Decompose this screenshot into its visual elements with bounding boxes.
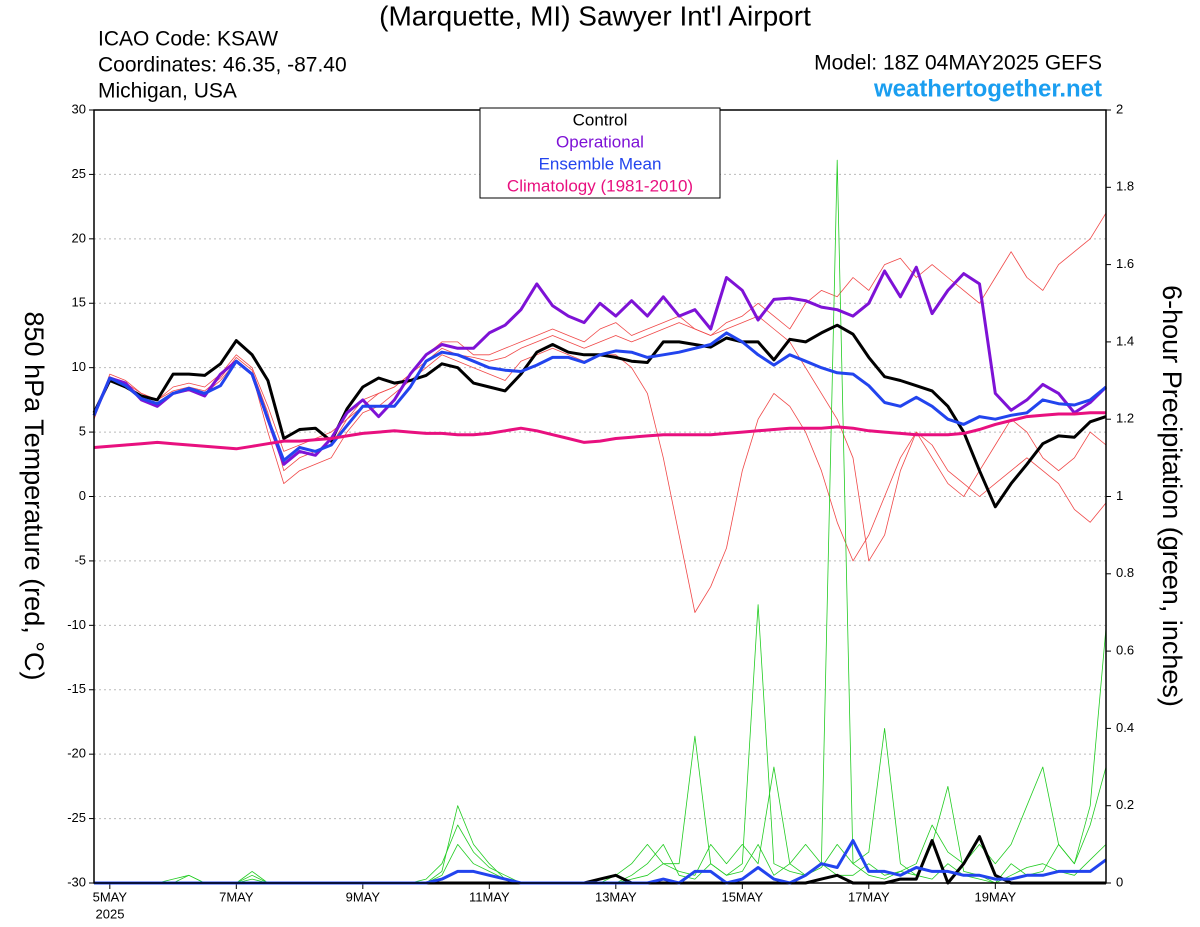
x-tick-label: 7MAY: [219, 889, 254, 904]
info-line: Michigan, USA: [98, 80, 237, 103]
y-tick-label: 15: [72, 295, 86, 310]
y2-tick-label: 1.6: [1116, 256, 1134, 271]
x-tick-label: 9MAY: [346, 889, 381, 904]
y-tick-label: -5: [74, 552, 86, 567]
y2-axis-label: 6-hour Precipitation (green, inches): [1157, 285, 1187, 707]
legend-entry: Ensemble Mean: [539, 154, 662, 173]
x-tick-label: 5MAY: [93, 889, 128, 904]
year-label: 2025: [96, 906, 125, 921]
y-tick-label: -10: [67, 617, 86, 632]
legend-entry: Climatology (1981-2010): [507, 176, 693, 195]
info-line: ICAO Code: KSAW: [98, 28, 278, 51]
series-line: [92, 331, 1107, 462]
series-line: [93, 212, 1107, 452]
series-line: [93, 315, 1107, 562]
y2-tick-label: 0.6: [1116, 643, 1134, 658]
legend-box: [479, 107, 721, 199]
series-line: [93, 411, 1106, 451]
series-line: [94, 627, 1107, 884]
y-tick-label: 20: [72, 230, 86, 245]
x-tick-label: 11MAY: [469, 889, 510, 904]
info-line: Coordinates: 46.35, -87.40: [98, 54, 347, 77]
y2-tick-label: 1.8: [1116, 179, 1134, 194]
y-tick-label: 25: [72, 166, 86, 181]
y2-tick-label: 1: [1116, 488, 1123, 503]
source-label: weathertogether.net: [873, 75, 1102, 102]
y-tick-label: 30: [72, 101, 86, 116]
model-label: Model: 18Z 04MAY2025 GEFS: [814, 52, 1102, 75]
x-tick-label: 15MAY: [721, 889, 763, 904]
y2-tick-label: 0: [1116, 874, 1123, 889]
series-line: [92, 323, 1107, 509]
y2-tick-label: 1.2: [1116, 411, 1134, 426]
x-tick-label: 19MAY: [974, 889, 1016, 904]
y2-tick-label: 2: [1116, 101, 1123, 116]
chart-title: (Marquette, MI) Sawyer Int'l Airport: [379, 0, 811, 31]
y-tick-label: -20: [67, 746, 86, 761]
series-line: [94, 604, 1107, 884]
series-line: [93, 347, 1107, 613]
y-tick-label: 10: [72, 359, 86, 374]
legend-entry: Control: [573, 110, 628, 129]
y2-tick-label: 0.8: [1116, 565, 1134, 580]
y-tick-label: -25: [67, 810, 86, 825]
x-tick-label: 13MAY: [595, 889, 637, 904]
series-line: [94, 159, 1107, 884]
y-tick-label: -30: [67, 874, 86, 889]
x-tick-label: 17MAY: [848, 889, 890, 904]
y2-tick-label: 1.4: [1116, 333, 1134, 348]
y2-tick-label: 0.4: [1116, 720, 1134, 735]
y2-tick-label: 0.2: [1116, 797, 1134, 812]
y-tick-label: 5: [79, 424, 86, 439]
y-tick-label: -15: [67, 681, 86, 696]
y-axis-label: 850 hPa Temperature (red, °C): [19, 312, 49, 681]
legend-entry: Operational: [556, 132, 644, 151]
y-tick-label: 0: [79, 488, 86, 503]
